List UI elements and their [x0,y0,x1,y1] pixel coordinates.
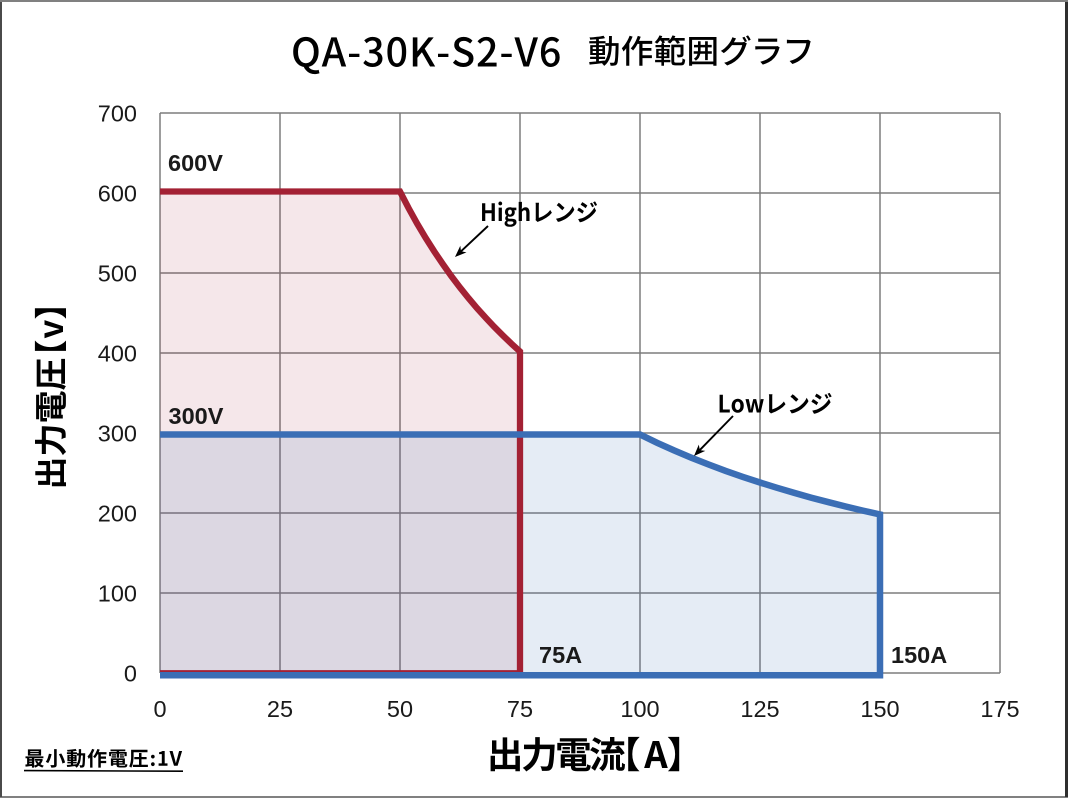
svg-text:400: 400 [98,340,137,366]
svg-text:0: 0 [153,696,166,722]
svg-text:150A: 150A [891,642,947,668]
svg-text:100: 100 [98,580,137,606]
svg-text:75A: 75A [539,642,582,668]
svg-text:150: 150 [860,696,899,722]
svg-text:0: 0 [124,660,137,686]
svg-text:600V: 600V [168,150,223,176]
svg-text:600: 600 [98,180,137,206]
svg-text:125: 125 [740,696,779,722]
svg-text:500: 500 [98,260,137,286]
svg-text:75: 75 [507,696,533,722]
svg-text:200: 200 [98,500,137,526]
svg-text:50: 50 [387,696,413,722]
svg-text:700: 700 [98,100,137,126]
svg-text:100: 100 [620,696,659,722]
svg-text:175: 175 [980,696,1019,722]
svg-text:300: 300 [98,420,137,446]
svg-text:25: 25 [267,696,293,722]
svg-text:300V: 300V [169,403,224,429]
